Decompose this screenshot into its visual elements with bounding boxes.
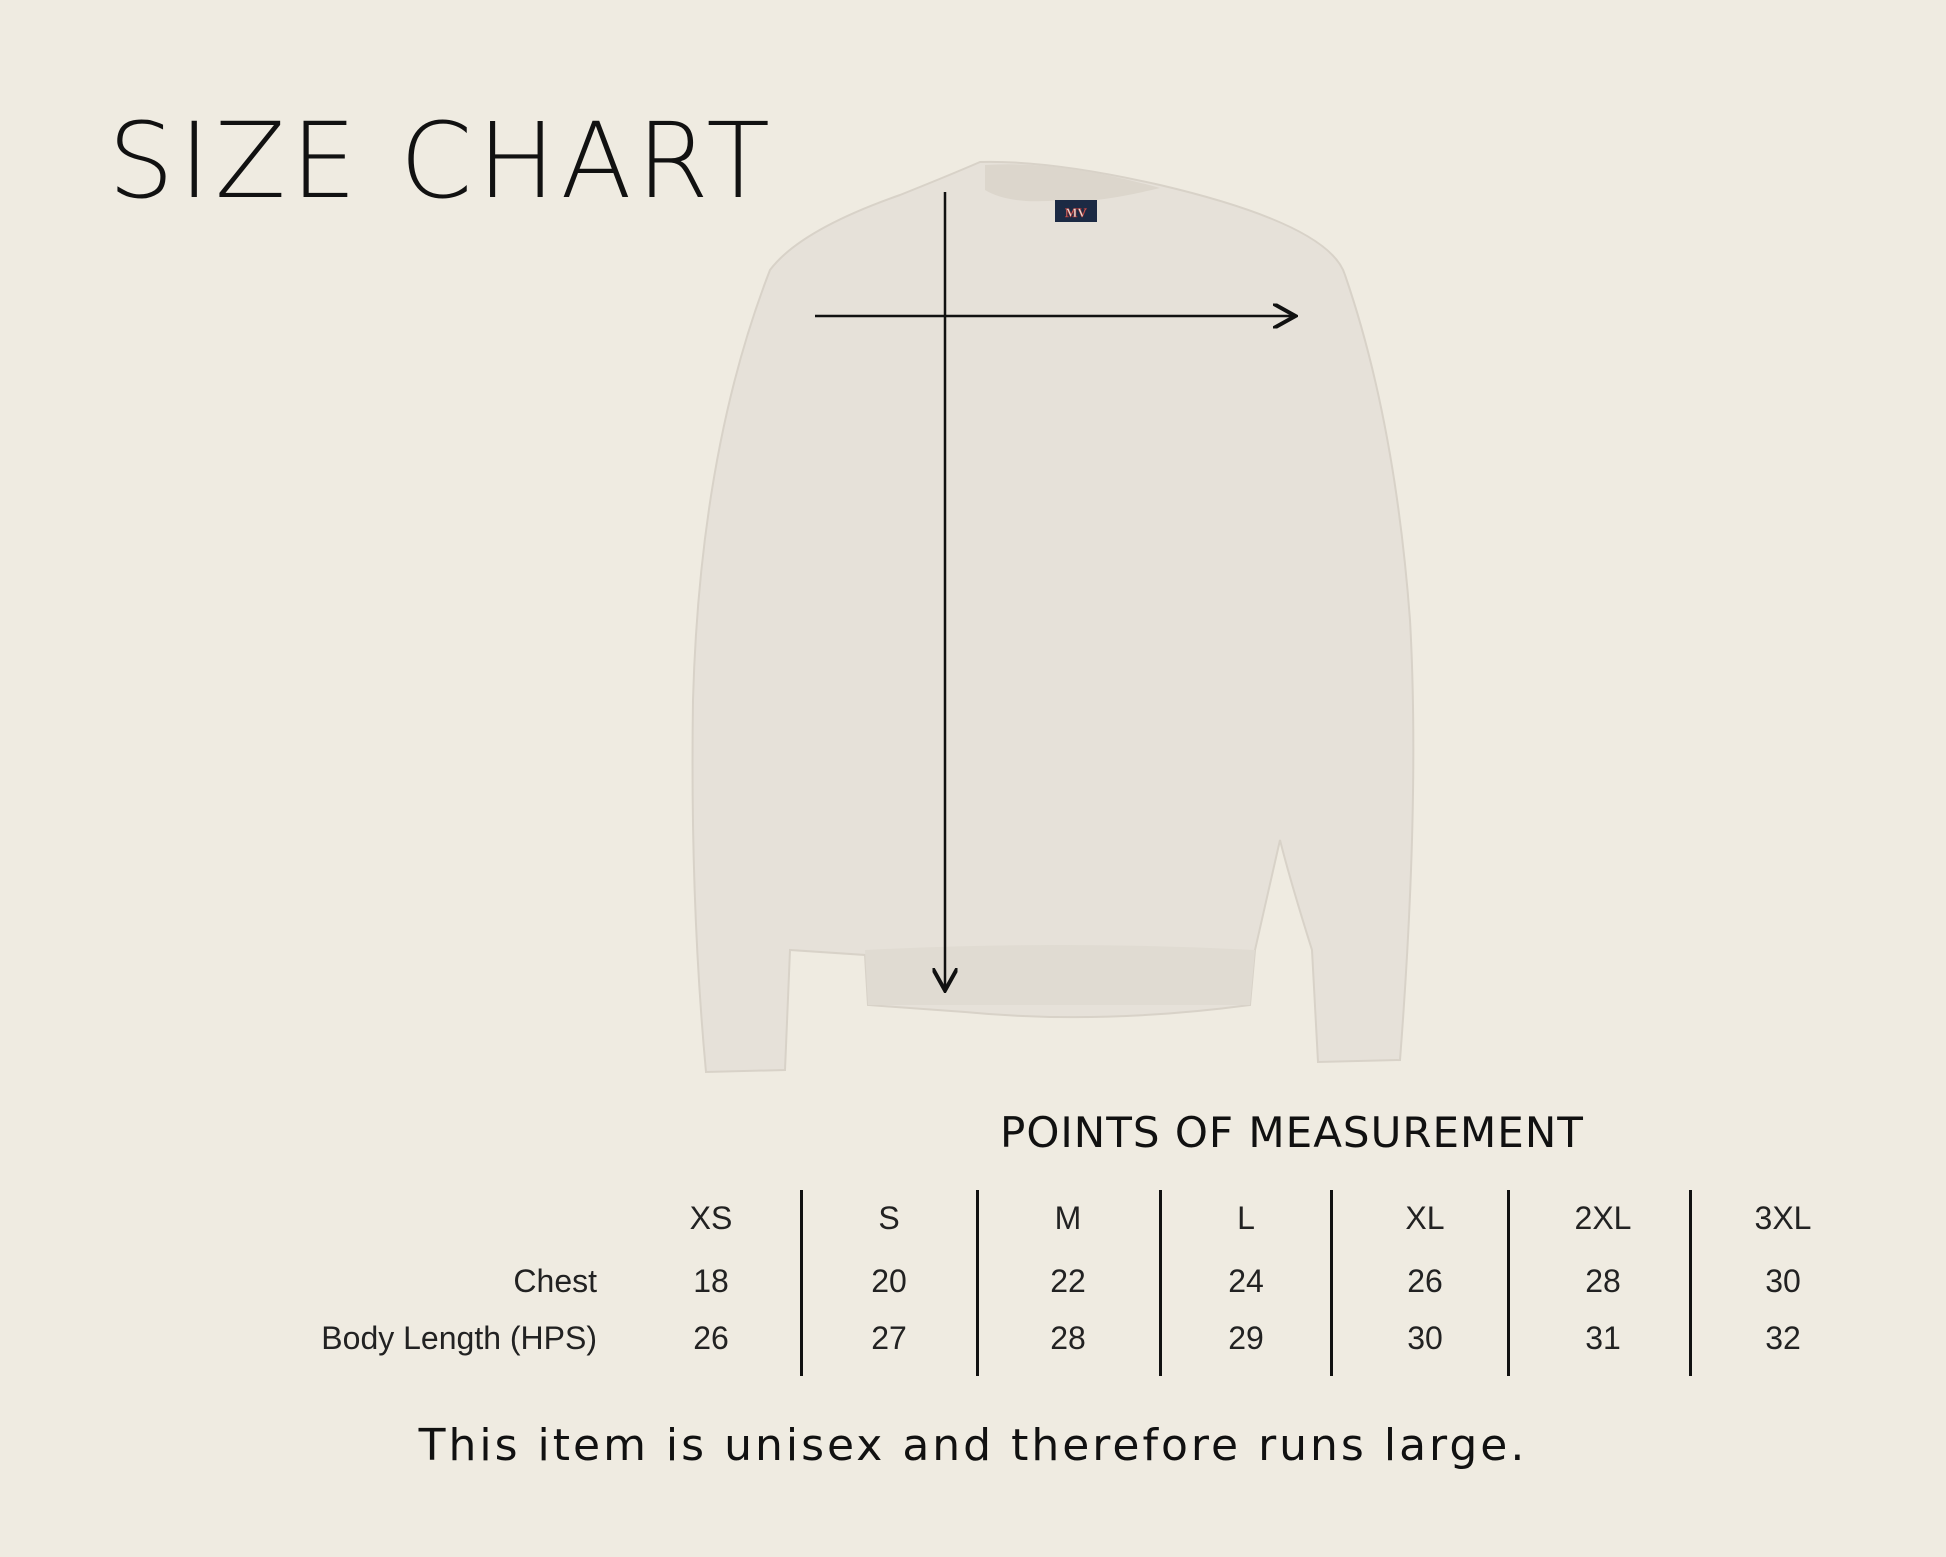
sweatshirt-body <box>691 160 1415 1074</box>
brand-tag <box>1055 200 1097 222</box>
table-cell: 31 <box>1585 1320 1621 1356</box>
column-divider <box>800 1190 803 1376</box>
size-header: M <box>1054 1200 1082 1236</box>
table-cell: 28 <box>1050 1320 1086 1356</box>
table-cell: 24 <box>1228 1263 1264 1299</box>
size-header: 2XL <box>1574 1200 1632 1236</box>
table-cell: 22 <box>1050 1263 1086 1299</box>
column-divider <box>1689 1190 1692 1376</box>
table-cell: 26 <box>693 1320 729 1356</box>
brand-tag-text: MV <box>1065 205 1087 220</box>
sweatshirt-image: MV <box>691 160 1415 1074</box>
table-cell: 20 <box>871 1263 907 1299</box>
column-divider <box>1159 1190 1162 1376</box>
column-divider <box>1507 1190 1510 1376</box>
page-title: SIZE CHART <box>108 100 775 222</box>
row-label-chest: Chest <box>513 1263 597 1299</box>
size-header: XS <box>689 1200 733 1236</box>
row-label-body-length: Body Length (HPS) <box>321 1320 597 1356</box>
size-header: 3XL <box>1754 1200 1812 1236</box>
table-cell: 29 <box>1228 1320 1264 1356</box>
column-divider <box>1330 1190 1333 1376</box>
table-cell: 28 <box>1585 1263 1621 1299</box>
size-header: XL <box>1405 1200 1445 1236</box>
table-cell: 30 <box>1765 1263 1801 1299</box>
table-cell: 26 <box>1407 1263 1443 1299</box>
table-cell: 30 <box>1407 1320 1443 1356</box>
size-header: S <box>878 1200 900 1236</box>
table-cell: 18 <box>693 1263 729 1299</box>
size-header: L <box>1237 1200 1255 1236</box>
column-divider <box>976 1190 979 1376</box>
table-cell: 27 <box>871 1320 907 1356</box>
sizing-note: This item is unisex and therefore runs l… <box>418 1420 1528 1471</box>
section-title: POINTS OF MEASUREMENT <box>1000 1108 1584 1157</box>
table-cell: 32 <box>1765 1320 1801 1356</box>
